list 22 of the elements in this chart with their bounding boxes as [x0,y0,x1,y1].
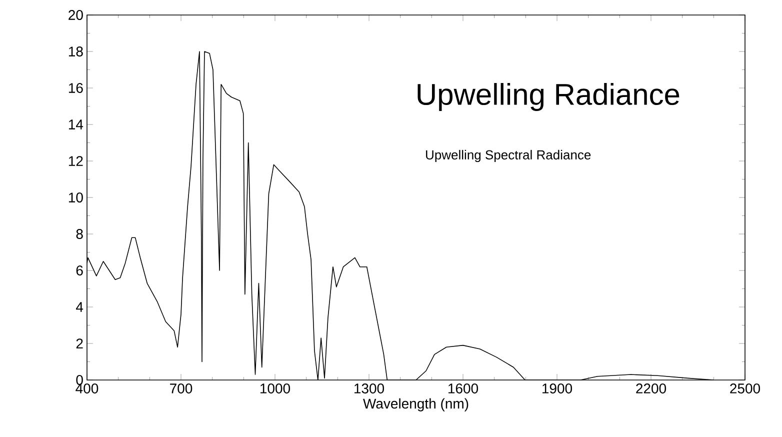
y-tick-label: 12 [68,156,83,166]
y-tick-label: 20 [68,10,83,20]
y-tick-label: 10 [68,192,83,202]
x-tick-label: 700 [170,384,192,394]
text: Upwelling Spectral Radiance [426,150,591,162]
y-tick-label: 18 [68,46,83,56]
y-tick-label: 14 [68,120,84,130]
y-tick-label: 2 [76,338,83,348]
y-tick-label: 4 [76,302,84,312]
y-tick-label: 8 [76,229,83,239]
y-tick-label: 16 [68,83,83,93]
x-tick-label: 1300 [354,384,384,394]
x-tick-label: 1600 [448,384,478,394]
x-tick-label: 2200 [636,384,666,394]
x-tick-label: 2500 [730,384,760,394]
text: Upwelling Radiance [418,83,680,111]
x-axis-title: Wavelength (nm) [363,398,468,412]
x-tick-label: 400 [76,384,98,394]
y-tick-label: 6 [76,266,83,276]
x-tick-label: 1000 [260,384,290,394]
y-tick-label: 0 [76,375,83,385]
x-tick-label: 1900 [542,384,572,394]
